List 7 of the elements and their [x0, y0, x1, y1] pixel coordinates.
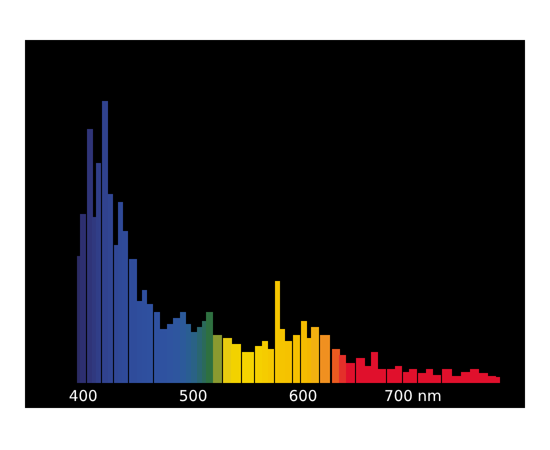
- x-tick-label: 400: [68, 387, 98, 405]
- x-tick-label: 500: [178, 387, 208, 405]
- x-tick-label: 600: [288, 387, 318, 405]
- bar: [339, 355, 346, 383]
- bar: [206, 312, 213, 383]
- bar: [311, 327, 319, 383]
- x-tick-label: 700 nm: [384, 387, 442, 405]
